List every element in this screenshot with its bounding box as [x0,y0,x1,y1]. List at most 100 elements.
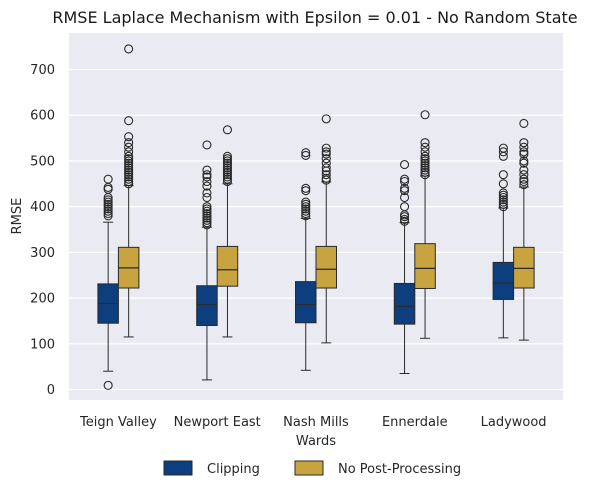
x-tick-label: Ennerdale [382,415,448,430]
outlier-point [399,176,410,187]
outlier-point [498,199,508,209]
y-tick-label: 400 [30,200,55,215]
outlier-point [202,213,212,223]
box-iqr [196,285,218,327]
outlier-point [202,188,212,198]
outlier-point [124,158,134,168]
outlier-point [301,199,311,209]
outlier-point [202,165,212,175]
outlier-point [420,170,430,180]
outlier-point [202,192,212,203]
box-iqr [414,243,436,289]
outlier-point [124,163,134,173]
x-tick-label: Ladywood [481,415,547,430]
outlier-point [124,160,134,171]
outlier-point [399,192,410,203]
outlier-point [301,186,311,196]
outlier-point [202,202,212,212]
outlier-point [420,158,430,168]
outlier-point [420,147,430,157]
outlier-point [103,206,113,216]
outlier-point [420,167,430,177]
y-tick-label: 700 [30,63,55,78]
outlier-point [103,202,113,212]
legend-label: No Post-Processing [338,462,461,477]
outlier-point [222,172,232,182]
outlier-point [399,214,410,224]
outlier-point [222,151,232,161]
outlier-point [519,138,529,148]
outlier-point [420,154,430,164]
outlier-point [222,160,232,171]
outlier-point [222,170,232,180]
boxes-layer [97,44,535,390]
outlier-point [222,174,232,184]
outlier-point [202,170,212,180]
outlier-point [321,158,331,168]
outlier-point [222,125,232,135]
outlier-point [519,170,529,180]
y-tick-label: 300 [30,246,55,261]
legend-swatch [294,460,324,476]
outlier-point [399,174,410,184]
outlier-point [301,150,311,160]
outlier-point [420,160,430,171]
outlier-point [498,190,508,200]
outlier-point [399,202,410,212]
chart-title: RMSE Laplace Mechanism with Epsilon = 0.… [52,8,577,27]
outlier-point [519,142,529,152]
outlier-point [124,138,134,148]
y-tick-label: 0 [47,383,55,398]
outlier-point [519,147,529,157]
box-1-3 [414,110,436,339]
box-iqr [216,245,239,287]
outlier-point [498,197,508,207]
outlier-point [519,180,529,190]
x-axis-ticks: Teign Valley Newport East Nash Mills Ennerd… [79,415,547,430]
outlier-point [321,170,331,180]
outlier-point [519,149,529,159]
x-tick-label: Teign Valley [79,415,157,430]
box-iqr [295,281,317,324]
outlier-point [103,211,113,221]
outlier-point [498,188,508,198]
x-tick-label: Newport East [174,415,261,430]
legend: Clipping No Post-Processing [163,460,461,477]
outlier-point [124,156,134,166]
outlier-point [321,143,331,153]
outlier-point [498,192,508,203]
outlier-point [301,208,311,219]
y-tick-label: 500 [30,154,55,169]
outlier-point [519,118,529,128]
legend-label: Clipping [207,462,260,477]
outlier-point [103,195,113,205]
outlier-point [124,147,134,157]
outlier-point [202,206,212,216]
outlier-point [202,220,212,230]
outlier-point [124,172,134,182]
box-1-0 [117,44,140,338]
outlier-point [519,165,529,175]
outlier-point [124,142,134,152]
outlier-point [498,179,508,189]
outlier-point [222,156,232,166]
outlier-point [222,154,232,164]
y-axis-label: RMSE [10,198,25,235]
outlier-point [301,148,311,158]
outlier-point [202,140,212,150]
outlier-point [222,165,232,175]
box-0-1 [196,140,218,381]
y-tick-label: 100 [30,337,55,352]
outlier-point [420,110,430,120]
outlier-point [321,173,331,183]
outlier-point [124,151,134,161]
outlier-point [498,170,508,180]
outlier-point [124,44,134,54]
plot-area [69,33,563,400]
outlier-point [420,138,430,148]
outlier-point [498,147,508,157]
outlier-point [301,197,311,207]
outlier-point [420,165,430,175]
outlier-point [301,211,311,221]
